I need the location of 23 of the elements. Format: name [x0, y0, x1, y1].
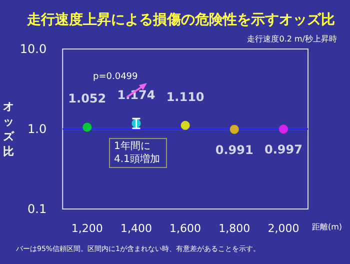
x-tick-label: 1,600	[170, 222, 202, 235]
x-tick-label: 1,200	[71, 222, 103, 235]
point	[180, 120, 190, 130]
y-axis-title: オッズ比	[3, 100, 15, 158]
point	[82, 122, 92, 132]
point	[230, 124, 239, 134]
y-tick-label: 0.1	[28, 202, 47, 216]
annotation: p=0.0499	[93, 72, 138, 82]
annotation: 1年間に4.1頭増加	[109, 138, 167, 168]
data-label: 1.110	[166, 90, 204, 104]
chart-title: 走行速度上昇による損傷の危険性を示すオッズ比	[26, 11, 335, 28]
data-label: 0.997	[264, 142, 302, 157]
point	[278, 124, 288, 134]
x-tick-label: 1,800	[218, 222, 250, 235]
x-tick-label: 1,400	[120, 222, 152, 235]
chart-subtitle: 走行速度0.2 m/秒上昇時	[247, 34, 338, 44]
x-axis-title: 距離(m)	[312, 222, 342, 232]
y-tick-label: 1.0	[28, 122, 47, 136]
y-tick-label: 10.0	[20, 42, 47, 56]
x-tick-label: 2,000	[268, 222, 300, 235]
data-label: 1.052	[68, 92, 106, 106]
data-label: 0.991	[215, 142, 254, 157]
data-label: 1.174	[117, 88, 156, 102]
